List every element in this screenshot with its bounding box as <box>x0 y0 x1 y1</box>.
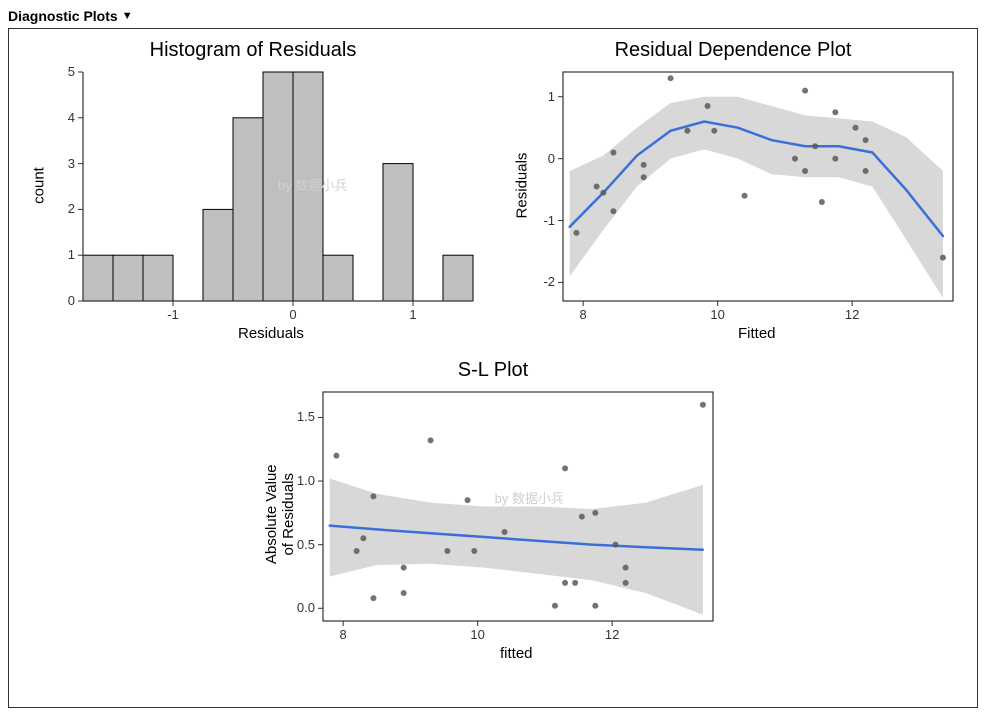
ytick-label: 0 <box>68 293 75 308</box>
ytick-label: -1 <box>543 213 555 228</box>
sl-cell: S-L Plot Absolute Valueof Residuals fitt… <box>263 357 723 667</box>
resdep-title: Residual Dependence Plot <box>503 39 963 62</box>
sl-xlabel: fitted <box>500 645 533 662</box>
histogram-xlabel: Residuals <box>238 325 304 342</box>
sl-cell-wrap: S-L Plot Absolute Valueof Residuals fitt… <box>23 357 963 667</box>
xtick-label: 12 <box>600 627 624 642</box>
ytick-label: -2 <box>543 274 555 289</box>
plots-panel: Histogram of Residuals count Residuals b… <box>8 28 978 708</box>
ytick-label: 1 <box>68 247 75 262</box>
sl-plot <box>263 387 723 667</box>
ytick-label: 0.0 <box>297 600 315 615</box>
xtick-label: -1 <box>161 307 185 322</box>
histogram-ylabel: count <box>31 165 48 205</box>
ytick-label: 1.0 <box>297 473 315 488</box>
ytick-label: 1.5 <box>297 409 315 424</box>
section-title: Diagnostic Plots <box>8 8 118 24</box>
sl-ylabel: Absolute Valueof Residuals <box>263 459 298 569</box>
resdep-ylabel: Residuals <box>514 150 531 220</box>
ytick-label: 5 <box>68 64 75 79</box>
xtick-label: 12 <box>840 307 864 322</box>
xtick-label: 10 <box>466 627 490 642</box>
sl-title: S-L Plot <box>263 359 723 382</box>
ytick-label: 4 <box>68 110 75 125</box>
xtick-label: 0 <box>281 307 305 322</box>
section-header[interactable]: Diagnostic Plots ▼ <box>8 8 983 24</box>
xtick-label: 8 <box>571 307 595 322</box>
xtick-label: 1 <box>401 307 425 322</box>
collapse-triangle-icon: ▼ <box>122 10 133 22</box>
histogram-title: Histogram of Residuals <box>23 39 483 62</box>
ytick-label: 3 <box>68 156 75 171</box>
ytick-label: 0.5 <box>297 537 315 552</box>
ytick-label: 2 <box>68 201 75 216</box>
resdep-xlabel: Fitted <box>738 325 776 342</box>
chart-grid: Histogram of Residuals count Residuals b… <box>19 37 967 667</box>
histogram-plot <box>23 67 483 347</box>
ytick-label: 0 <box>548 151 555 166</box>
xtick-label: 8 <box>331 627 355 642</box>
xtick-label: 10 <box>706 307 730 322</box>
resdep-plot <box>503 67 963 347</box>
histogram-cell: Histogram of Residuals count Residuals b… <box>23 37 483 347</box>
resdep-cell: Residual Dependence Plot Residuals Fitte… <box>503 37 963 347</box>
ytick-label: 1 <box>548 89 555 104</box>
